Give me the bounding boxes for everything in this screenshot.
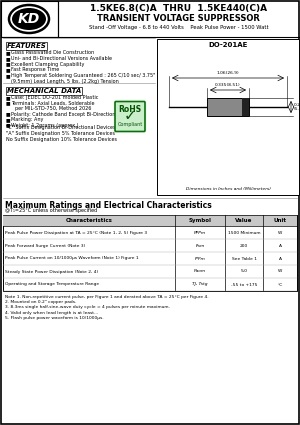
Text: ■: ■ xyxy=(6,68,10,72)
Text: "A" Suffix Designation 5% Tolerance Devices: "A" Suffix Designation 5% Tolerance Devi… xyxy=(6,131,115,136)
Text: Peak Forward Surge Current (Note 3): Peak Forward Surge Current (Note 3) xyxy=(5,244,85,247)
Text: Excellent Clamping Capability: Excellent Clamping Capability xyxy=(11,62,84,67)
Text: ■: ■ xyxy=(6,50,10,55)
Text: per MIL-STD-750, Method 2026: per MIL-STD-750, Method 2026 xyxy=(15,106,92,111)
Bar xyxy=(207,98,249,116)
Text: ■: ■ xyxy=(6,122,10,128)
Text: Ifsm: Ifsm xyxy=(195,244,205,247)
FancyBboxPatch shape xyxy=(115,102,145,131)
Text: KD: KD xyxy=(18,12,40,26)
Text: Peak Pulse Power Dissipation at TA = 25°C (Note 1, 2, 5) Figure 3: Peak Pulse Power Dissipation at TA = 25°… xyxy=(5,230,147,235)
Text: Glass Passivated Die Construction: Glass Passivated Die Construction xyxy=(11,50,94,55)
Text: 4. Valid only when lead length is at least...: 4. Valid only when lead length is at lea… xyxy=(5,311,98,314)
Ellipse shape xyxy=(9,5,49,33)
Text: Polarity: Cathode Band Except Bi-Directional: Polarity: Cathode Band Except Bi-Directi… xyxy=(11,111,120,116)
Text: Maximum Ratings and Electrical Characteristics: Maximum Ratings and Electrical Character… xyxy=(5,201,212,210)
Bar xyxy=(157,39,299,195)
Text: 1.5KE6.8(C)A  THRU  1.5KE440(C)A: 1.5KE6.8(C)A THRU 1.5KE440(C)A xyxy=(90,3,267,12)
Text: Peak Pulse Current on 10/1000μs Waveform (Note 1) Figure 1: Peak Pulse Current on 10/1000μs Waveform… xyxy=(5,257,139,261)
Text: RoHS: RoHS xyxy=(118,105,142,114)
Text: Value: Value xyxy=(235,218,253,223)
Text: Unit: Unit xyxy=(274,218,286,223)
Bar xyxy=(3,215,297,226)
Text: Compliant: Compliant xyxy=(117,122,142,127)
Text: A: A xyxy=(278,257,281,261)
Text: Terminals: Axial Leads, Solderable: Terminals: Axial Leads, Solderable xyxy=(11,100,94,105)
Text: ■: ■ xyxy=(6,111,10,116)
Text: ■: ■ xyxy=(6,100,10,105)
Text: FEATURES: FEATURES xyxy=(7,43,47,49)
Text: 5.0: 5.0 xyxy=(241,269,248,274)
Text: 0.335(8.51): 0.335(8.51) xyxy=(215,83,241,87)
Text: PPPm: PPPm xyxy=(194,230,206,235)
Text: Uni- and Bi-Directional Versions Available: Uni- and Bi-Directional Versions Availab… xyxy=(11,56,112,61)
Text: MECHANICAL DATA: MECHANICAL DATA xyxy=(7,88,81,94)
Text: IPPm: IPPm xyxy=(195,257,206,261)
Text: 1.06(26.9): 1.06(26.9) xyxy=(217,71,239,75)
Text: Steady State Power Dissipation (Note 2, 4): Steady State Power Dissipation (Note 2, … xyxy=(5,269,98,274)
Text: No Suffix Designation 10% Tolerance Devices: No Suffix Designation 10% Tolerance Devi… xyxy=(6,137,117,142)
Text: Note 1. Non-repetitive current pulse, per Figure 1 and derated above TA = 25°C p: Note 1. Non-repetitive current pulse, pe… xyxy=(5,295,208,299)
Bar xyxy=(3,215,297,291)
Text: ✓: ✓ xyxy=(124,108,136,124)
Text: 0.21
(5.33): 0.21 (5.33) xyxy=(294,103,300,111)
Text: Paom: Paom xyxy=(194,269,206,274)
Text: W: W xyxy=(278,269,282,274)
Text: "C" Suffix Designation Bi-Directional Devices: "C" Suffix Designation Bi-Directional De… xyxy=(6,125,116,130)
Text: Symbol: Symbol xyxy=(188,218,212,223)
Text: Case: JEDEC DO-201 molded Plastic: Case: JEDEC DO-201 molded Plastic xyxy=(11,95,98,100)
Bar xyxy=(1,1,58,37)
Text: TJ, Tstg: TJ, Tstg xyxy=(192,283,208,286)
Text: W: W xyxy=(278,230,282,235)
Text: Fast Response Time: Fast Response Time xyxy=(11,68,59,72)
Text: Characteristics: Characteristics xyxy=(66,218,112,223)
Text: 3. 8.3ms single half-sine-wave duty cycle = 4 pulses per minute maximum.: 3. 8.3ms single half-sine-wave duty cycl… xyxy=(5,306,170,309)
Text: 2. Mounted on 0.2" copper pads.: 2. Mounted on 0.2" copper pads. xyxy=(5,300,76,304)
Text: ■: ■ xyxy=(6,56,10,61)
Text: A: A xyxy=(278,244,281,247)
Text: Operating and Storage Temperature Range: Operating and Storage Temperature Range xyxy=(5,283,99,286)
Text: 200: 200 xyxy=(240,244,248,247)
Text: ■: ■ xyxy=(6,73,10,78)
Text: TRANSIENT VOLTAGE SUPPRESSOR: TRANSIENT VOLTAGE SUPPRESSOR xyxy=(97,14,260,23)
Text: -55 to +175: -55 to +175 xyxy=(231,283,257,286)
Text: High Temperat Soldering Guaranteed : 265 C/10 sec/ 3.75": High Temperat Soldering Guaranteed : 265… xyxy=(11,73,155,78)
Text: ■: ■ xyxy=(6,95,10,100)
Text: ■: ■ xyxy=(6,62,10,67)
Ellipse shape xyxy=(12,8,46,30)
Text: @T₁=25°C unless otherwise specified: @T₁=25°C unless otherwise specified xyxy=(5,208,97,213)
Text: Weight: 1.2grams (approx.): Weight: 1.2grams (approx.) xyxy=(11,122,79,128)
Text: 5. Flash pulse power waveform is 10/1000μs.: 5. Flash pulse power waveform is 10/1000… xyxy=(5,316,103,320)
Bar xyxy=(242,98,249,116)
Text: °C: °C xyxy=(278,283,283,286)
Text: See Table 1: See Table 1 xyxy=(232,257,256,261)
Text: 1500 Minimum: 1500 Minimum xyxy=(228,230,260,235)
Text: (9.5mm) Lead Length, 5 lbs. (2.2kg) Tension: (9.5mm) Lead Length, 5 lbs. (2.2kg) Tens… xyxy=(11,79,119,84)
Text: Marking: Any: Marking: Any xyxy=(11,117,44,122)
Text: DO-201AE: DO-201AE xyxy=(208,42,248,48)
Text: ■: ■ xyxy=(6,117,10,122)
Text: Stand -Off Voltage - 6.8 to 440 Volts    Peak Pulse Power - 1500 Watt: Stand -Off Voltage - 6.8 to 440 Volts Pe… xyxy=(89,25,268,29)
Text: Dimensions in Inches and (Millimeters): Dimensions in Inches and (Millimeters) xyxy=(185,187,271,191)
